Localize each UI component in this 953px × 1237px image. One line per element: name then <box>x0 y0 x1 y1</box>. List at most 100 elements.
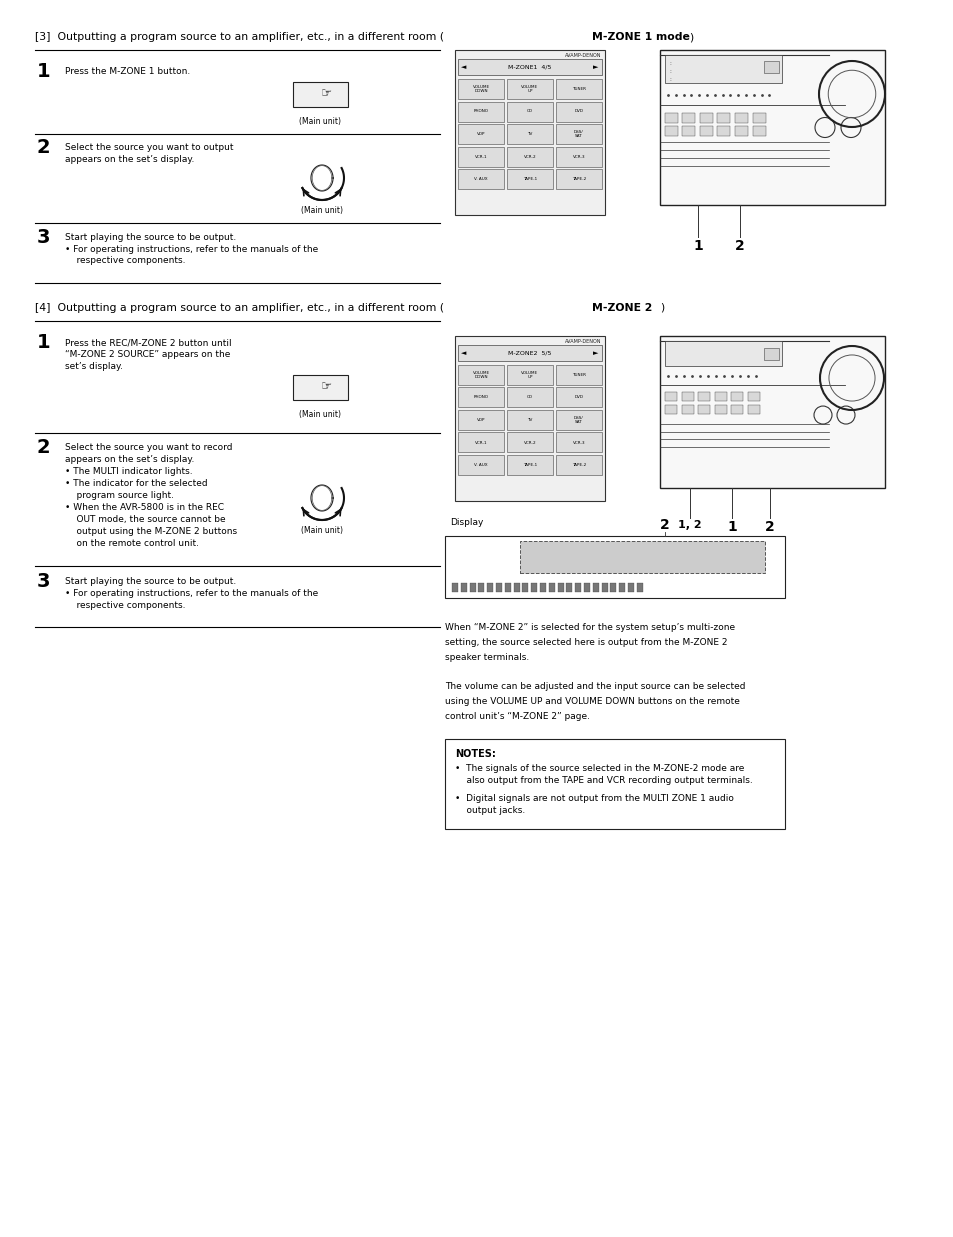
Text: TV: TV <box>527 132 532 136</box>
Bar <box>506 387 553 407</box>
Bar <box>506 169 553 189</box>
Text: also output from the TAPE and VCR recording output terminals.: also output from the TAPE and VCR record… <box>455 776 752 784</box>
Bar <box>477 583 484 593</box>
Text: VOLUME
UP: VOLUME UP <box>521 85 538 93</box>
Text: 1: 1 <box>693 239 702 254</box>
Text: M-ZONE 1 mode: M-ZONE 1 mode <box>592 32 689 42</box>
Text: AVAMP-DENON: AVAMP-DENON <box>564 339 600 344</box>
Bar <box>734 113 747 122</box>
Text: Display: Display <box>450 518 483 527</box>
Bar <box>506 124 553 143</box>
Text: VDP: VDP <box>476 132 485 136</box>
Bar <box>457 387 504 407</box>
Bar <box>293 375 347 400</box>
Text: CD: CD <box>526 396 533 400</box>
Text: 2: 2 <box>37 438 51 456</box>
Bar <box>717 113 730 122</box>
Bar <box>452 583 457 593</box>
Bar <box>592 583 598 593</box>
Bar <box>664 341 781 366</box>
Bar <box>555 101 601 121</box>
Bar <box>555 169 601 189</box>
Bar <box>681 126 695 136</box>
Bar <box>457 101 504 121</box>
Bar <box>457 124 504 143</box>
Bar <box>513 583 519 593</box>
Text: respective components.: respective components. <box>65 601 185 610</box>
Bar <box>496 583 501 593</box>
Bar <box>664 113 678 122</box>
Text: on the remote control unit.: on the remote control unit. <box>65 539 199 548</box>
Bar <box>714 404 726 413</box>
Text: ◄: ◄ <box>461 64 466 71</box>
Bar <box>506 433 553 453</box>
Bar <box>457 59 601 75</box>
Text: ): ) <box>688 32 693 42</box>
Bar <box>763 61 779 73</box>
Text: 2: 2 <box>735 239 744 254</box>
Bar <box>583 583 589 593</box>
Text: (Main unit): (Main unit) <box>301 526 343 534</box>
Text: Press the M-ZONE 1 button.: Press the M-ZONE 1 button. <box>65 67 190 75</box>
Bar <box>555 433 601 453</box>
Bar <box>555 455 601 475</box>
Bar <box>455 49 604 215</box>
Text: TUNER: TUNER <box>571 87 585 92</box>
Text: 1: 1 <box>37 62 51 80</box>
Bar <box>457 169 504 189</box>
Bar <box>506 365 553 385</box>
Bar <box>457 409 504 430</box>
Bar <box>747 404 759 413</box>
Text: 2: 2 <box>659 518 669 532</box>
Bar <box>610 583 616 593</box>
Text: • For operating instructions, refer to the manuals of the: • For operating instructions, refer to t… <box>65 245 318 254</box>
Bar <box>752 113 764 122</box>
Text: VCR-3: VCR-3 <box>572 440 584 444</box>
Text: TAPE-1: TAPE-1 <box>522 463 537 468</box>
Bar <box>566 583 572 593</box>
Text: DVD: DVD <box>574 110 582 114</box>
Text: • The MULTI indicator lights.: • The MULTI indicator lights. <box>65 468 193 476</box>
Text: 3: 3 <box>37 228 51 247</box>
Text: program source light.: program source light. <box>65 491 173 500</box>
Bar <box>752 126 764 136</box>
Bar <box>531 583 537 593</box>
Bar <box>457 345 601 361</box>
Bar <box>730 404 742 413</box>
Text: VOLUME
DOWN: VOLUME DOWN <box>472 85 489 93</box>
Text: VCR-2: VCR-2 <box>523 440 536 444</box>
Text: [3]  Outputting a program source to an amplifier, etc., in a different room (: [3] Outputting a program source to an am… <box>35 32 443 42</box>
Text: ◄: ◄ <box>461 350 466 356</box>
Text: Start playing the source to be output.: Start playing the source to be output. <box>65 233 236 242</box>
Text: PHONO: PHONO <box>474 110 488 114</box>
Bar <box>506 409 553 430</box>
Text: (Main unit): (Main unit) <box>301 207 343 215</box>
Text: “M-ZONE 2 SOURCE” appears on the: “M-ZONE 2 SOURCE” appears on the <box>65 350 230 359</box>
Text: Press the REC/M-ZONE 2 button until: Press the REC/M-ZONE 2 button until <box>65 338 232 348</box>
Text: VCR-3: VCR-3 <box>572 155 584 158</box>
Bar <box>457 79 504 99</box>
Bar <box>717 126 730 136</box>
Bar <box>575 583 580 593</box>
Bar <box>747 392 759 401</box>
Bar <box>664 126 678 136</box>
Bar <box>457 433 504 453</box>
Text: 1: 1 <box>726 520 736 534</box>
Text: V. AUX: V. AUX <box>474 463 488 468</box>
Bar <box>293 82 347 106</box>
Text: VDP: VDP <box>476 418 485 422</box>
Text: M-ZONE 2: M-ZONE 2 <box>592 303 652 313</box>
Text: NOTES:: NOTES: <box>455 748 496 758</box>
Bar <box>555 365 601 385</box>
Text: VCR-1: VCR-1 <box>475 440 487 444</box>
Bar <box>659 336 884 489</box>
Text: M-ZONE2  5/5: M-ZONE2 5/5 <box>508 350 551 355</box>
Text: OUT mode, the source cannot be: OUT mode, the source cannot be <box>65 515 226 524</box>
Text: TAPE-2: TAPE-2 <box>571 463 585 468</box>
Bar <box>659 49 884 205</box>
Bar <box>548 583 555 593</box>
Bar <box>698 392 709 401</box>
Text: :: : <box>668 77 670 82</box>
Text: •  The signals of the source selected in the M-ZONE-2 mode are: • The signals of the source selected in … <box>455 763 743 773</box>
Bar <box>487 583 493 593</box>
